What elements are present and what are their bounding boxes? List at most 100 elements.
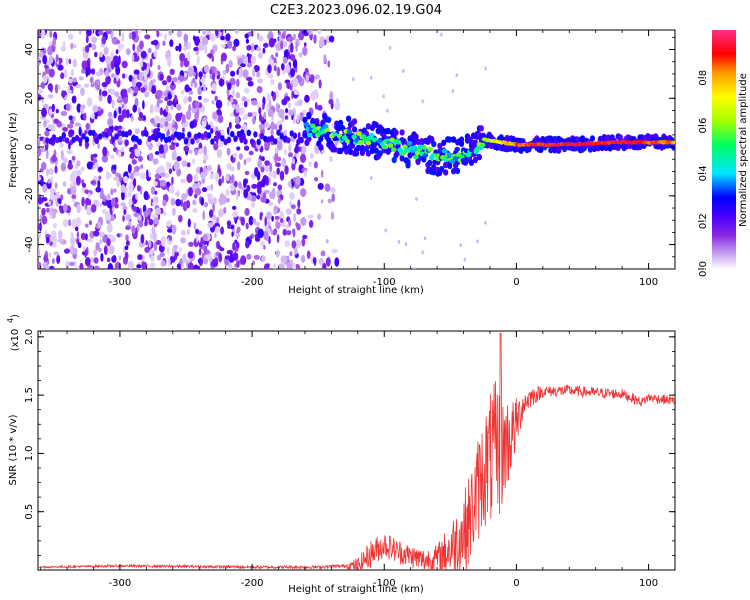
spectrogram-carrier-cell	[150, 133, 156, 141]
spectrogram-noise-cell	[41, 196, 48, 202]
spectrogram-noise-cell	[463, 257, 467, 262]
spectrogram-noise-cell	[152, 201, 157, 207]
spectrogram-noise-cell	[262, 47, 266, 54]
spectrogram-noise-cell	[171, 176, 174, 185]
spectrogram-carrier-cell	[421, 145, 427, 150]
spectrogram-noise-cell	[143, 190, 149, 201]
spectrogram-noise-cell	[85, 197, 90, 206]
spectrogram-noise-cell	[140, 50, 147, 59]
spectrogram-noise-cell	[92, 153, 98, 158]
spectrogram-noise-cell	[292, 262, 297, 269]
spectrogram-noise-cell	[103, 46, 109, 56]
spectrogram-noise-cell	[267, 64, 271, 72]
spectrogram-noise-cell	[97, 166, 103, 172]
spectrogram-noise-cell	[131, 225, 136, 235]
spectrogram-noise-cell	[65, 57, 69, 66]
spectrogram-noise-cell	[251, 195, 257, 202]
spectrogram-noise-cell	[232, 103, 236, 109]
spectrogram-noise-cell	[271, 215, 274, 222]
spectrogram-noise-cell	[266, 104, 269, 113]
spectrogram-noise-cell	[210, 127, 214, 134]
spectrogram-noise-cell	[334, 257, 340, 267]
spectrogram-carrier-cell	[137, 138, 142, 146]
spectrogram-carrier-cell	[259, 132, 265, 140]
figure-title: C2E3.2023.096.02.19.G04	[270, 3, 442, 18]
spectrogram-noise-cell	[156, 254, 162, 261]
snr-y-tick-label: 1.0	[24, 445, 35, 461]
spectrogram-noise-cell	[317, 213, 321, 220]
spectrogram-noise-cell	[243, 178, 247, 188]
spectrogram-noise-cell	[229, 166, 235, 172]
spectrogram-noise-cell	[229, 179, 233, 184]
spectrogram-noise-cell	[263, 245, 266, 250]
spectrogram-noise-cell	[38, 94, 42, 101]
spectrogram-noise-cell	[81, 182, 87, 188]
spectrogram-noise-cell	[298, 241, 303, 247]
spectrogram-noise-cell	[168, 30, 173, 36]
spectrogram-noise-cell	[119, 43, 124, 49]
spectrogram-noise-cell	[246, 76, 253, 82]
spectrogram-noise-cell	[166, 161, 170, 170]
spectrogram-noise-cell	[118, 102, 123, 108]
spectrogram-noise-cell	[187, 186, 193, 197]
spectrogram-noise-cell	[55, 108, 59, 114]
spectrogram-noise-cell	[151, 85, 157, 94]
spectrogram-noise-cell	[476, 239, 479, 244]
spectrogram-noise-cell	[99, 192, 105, 200]
spectrogram-noise-cell	[228, 121, 232, 129]
spectrogram-noise-cell	[187, 229, 190, 236]
spectrogram-noise-cell	[296, 113, 300, 124]
spectrogram-noise-cell	[167, 93, 172, 100]
spectrogram-noise-cell	[254, 221, 261, 226]
spectrogram-noise-cell	[110, 60, 115, 70]
spectrogram-noise-cell	[78, 30, 82, 35]
spectrogram-noise-cell	[276, 140, 283, 151]
colorbar-tick-label: 0.4	[698, 165, 709, 181]
spectrogram-noise-cell	[150, 118, 156, 124]
spectrogram-carrier-cell	[91, 129, 96, 137]
spectrogram-carrier-cell	[427, 146, 434, 152]
spectrogram-noise-cell	[60, 194, 64, 201]
spectrogram-carrier-cell	[101, 131, 106, 138]
spectrogram-noise-cell	[210, 195, 214, 201]
spectrogram-noise-cell	[259, 113, 262, 123]
spectrogram-noise-cell	[281, 98, 288, 106]
spectrogram-noise-cell	[148, 171, 152, 178]
spectrogram-noise-cell	[285, 108, 289, 114]
spectrogram-noise-cell	[247, 62, 253, 68]
spectrogram-noise-cell	[94, 51, 98, 58]
spectrogram-noise-cell	[212, 72, 216, 82]
spectrogram-carrier-cell	[359, 147, 365, 154]
spectrogram-noise-cell	[198, 44, 205, 51]
spectrogram-noise-cell	[292, 157, 296, 165]
spectrogram-noise-cell	[440, 32, 443, 37]
spectrogram-noise-cell	[122, 205, 128, 212]
spectrogram-noise-cell	[275, 162, 281, 167]
spectrogram-noise-cell	[226, 250, 233, 255]
spectrogram-noise-cell	[127, 260, 135, 269]
spectrogram-noise-cell	[271, 187, 276, 198]
spectrogram-carrier-cell	[117, 129, 123, 137]
spectrogram-noise-cell	[167, 57, 172, 67]
spectrogram-noise-cell	[451, 89, 455, 94]
spectrogram-noise-cell	[192, 199, 197, 206]
spectrogram-noise-cell	[330, 187, 336, 194]
spectrogram-noise-cell	[58, 198, 62, 205]
spectrogram-noise-cell	[258, 123, 265, 130]
spectrogram-noise-cell	[289, 200, 292, 207]
spectrogram-carrier-cell	[71, 136, 76, 144]
spectrogram-noise-cell	[194, 188, 202, 196]
spectrogram-noise-cell	[41, 96, 44, 104]
spectrogram-noise-cell	[90, 68, 96, 75]
spectrogram-carrier-cell	[220, 135, 225, 142]
spectrogram-noise-cell	[154, 115, 161, 124]
spectrogram-noise-cell	[211, 100, 215, 105]
spectrogram-noise-cell	[113, 164, 117, 171]
spectrogram-noise-cell	[47, 83, 53, 91]
spectrogram-noise-cell	[281, 157, 287, 168]
spectrogram-noise-cell	[106, 257, 111, 263]
spectrogram-carrier-cell	[303, 122, 310, 127]
spectrogram-carrier-cell	[127, 129, 132, 136]
spectrogram-noise-cell	[60, 45, 67, 52]
spectrogram-noise-cell	[194, 148, 198, 156]
